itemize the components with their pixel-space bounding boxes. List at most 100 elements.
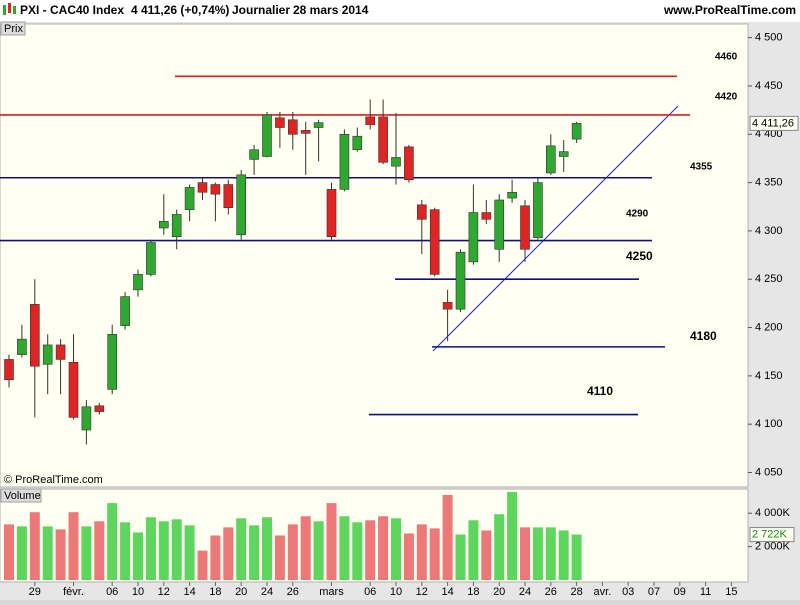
- volume-bar: [442, 494, 453, 580]
- candle-body: [352, 135, 363, 151]
- volume-bar: [197, 550, 208, 580]
- volume-bar: [120, 522, 131, 580]
- candle-body: [558, 151, 569, 157]
- x-tick-label: 10: [132, 586, 144, 598]
- volume-bar: [94, 521, 105, 580]
- candle-body: [184, 187, 195, 210]
- volume-bar: [145, 517, 156, 580]
- x-tick-label: 06: [364, 586, 376, 598]
- x-tick-label: 29: [29, 586, 41, 598]
- candle-body: [300, 130, 311, 134]
- candle-body: [545, 145, 556, 174]
- y-tick-label: 4 500: [755, 32, 783, 44]
- volume-bar: [339, 516, 350, 580]
- volume-bar: [313, 521, 324, 580]
- volume-bar: [287, 524, 298, 580]
- last-value-box: [749, 527, 795, 543]
- last-value-box: [749, 115, 799, 131]
- volume-bar: [16, 526, 27, 580]
- candle-body: [533, 182, 543, 238]
- volume-bar: [520, 527, 530, 580]
- y-tick-label: 4 450: [755, 80, 783, 92]
- y-tick-label: 4 100: [755, 418, 783, 430]
- candle-body: [197, 182, 208, 193]
- panel-label: Volume: [4, 490, 41, 502]
- candle-body: [81, 406, 92, 431]
- candle-body: [481, 212, 492, 220]
- candle-body: [287, 119, 298, 135]
- x-tick-label: 09: [674, 586, 686, 598]
- x-tick-label: 26: [287, 586, 299, 598]
- candle-body: [262, 114, 272, 157]
- y-tick-label: 2 000K: [755, 541, 791, 553]
- x-tick-label: 24: [519, 586, 531, 598]
- level-label: 4420: [715, 92, 738, 103]
- candle-body: [120, 296, 130, 326]
- candle-body: [339, 133, 350, 190]
- candle-body: [468, 212, 479, 263]
- volume-bar: [378, 516, 389, 580]
- candle-body: [146, 242, 156, 275]
- watermark: © ProRealTime.com: [4, 474, 103, 486]
- level-label: 4110: [587, 384, 613, 398]
- x-tick-label: 06: [106, 586, 118, 598]
- volume-bar: [481, 530, 492, 580]
- symbol: PXI - CAC40 Index: [20, 3, 124, 17]
- volume-bar: [532, 527, 543, 580]
- volume-bar: [326, 503, 337, 580]
- volume-bar: [210, 535, 221, 580]
- candle-body: [429, 209, 440, 275]
- candle-body: [442, 302, 453, 310]
- candle-body: [494, 199, 505, 250]
- volume-bar: [365, 520, 376, 580]
- volume-bar: [416, 524, 427, 580]
- candle-body: [249, 149, 259, 160]
- candle-body: [275, 117, 285, 128]
- candle-body: [29, 304, 40, 367]
- panel-label: Prix: [4, 23, 23, 35]
- volume-bar: [571, 534, 582, 580]
- x-tick-label: 14: [441, 586, 453, 598]
- x-tick-label: févr.: [63, 586, 84, 598]
- level-label: 4250: [626, 249, 653, 263]
- candle-body: [236, 174, 246, 236]
- x-tick-label: 12: [416, 586, 428, 598]
- x-tick-label: 20: [235, 586, 247, 598]
- x-tick-label: 20: [493, 586, 505, 598]
- y-tick-label: 4 250: [755, 273, 783, 285]
- panel-tab: [0, 488, 42, 503]
- volume-bar: [494, 514, 505, 580]
- date: 28 mars 2014: [293, 3, 369, 17]
- site: www.ProRealTime.com: [663, 3, 796, 17]
- last-value-label: 4 411,26: [752, 117, 794, 129]
- x-tick-label: 12: [158, 586, 170, 598]
- candle-body: [4, 359, 14, 381]
- volume-bar: [171, 519, 182, 580]
- volume-bar: [429, 528, 440, 580]
- x-tick-label: 28: [570, 586, 582, 598]
- x-tick-label: mars: [319, 586, 344, 598]
- volume-bar: [55, 529, 66, 580]
- x-tick-label: 18: [209, 586, 221, 598]
- volume-bar: [133, 532, 143, 580]
- candle-body: [391, 157, 401, 167]
- volume-bar: [391, 518, 401, 580]
- x-tick-label: 15: [725, 586, 737, 598]
- y-tick-label: 4 000K: [755, 507, 791, 519]
- volume-bar: [507, 491, 518, 580]
- candle-body: [133, 274, 143, 291]
- quote: 4 411,26 (+0,74%): [131, 3, 229, 17]
- level-label: 4290: [626, 209, 649, 220]
- x-tick-label: 11: [700, 586, 711, 598]
- candle-body: [507, 191, 517, 199]
- volume-bar: [403, 533, 414, 580]
- x-tick-label: 24: [261, 586, 273, 598]
- volume-bar: [236, 518, 247, 580]
- y-tick-label: 4 050: [755, 466, 783, 478]
- candle-body: [365, 116, 376, 125]
- candle-body: [94, 405, 105, 412]
- volume-bar: [558, 530, 569, 580]
- candle-body: [68, 362, 79, 418]
